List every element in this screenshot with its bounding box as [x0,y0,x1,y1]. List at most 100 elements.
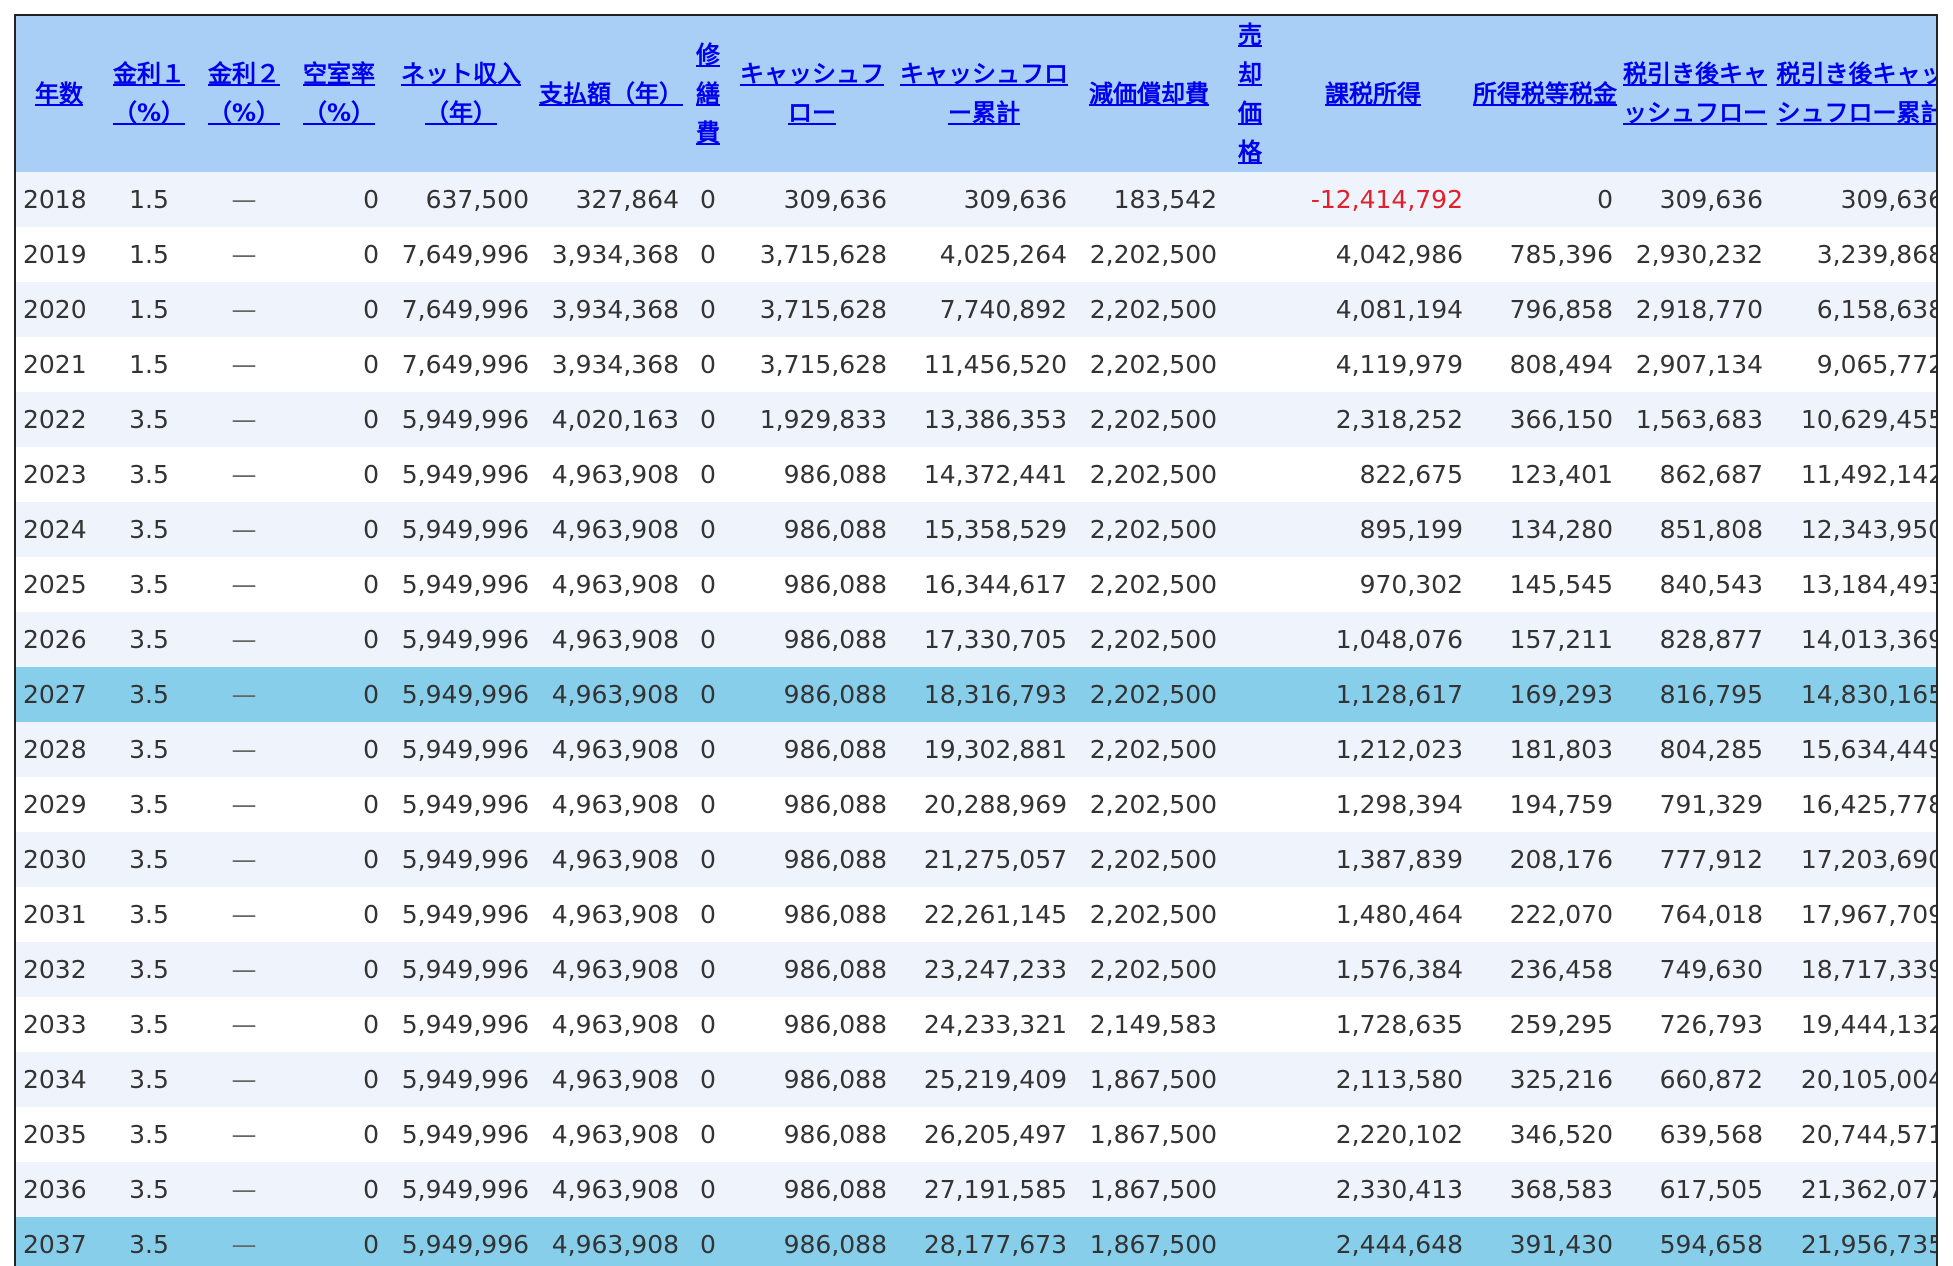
after-tax-cashflow-cell: 828,877 [1620,612,1770,667]
sort-link-taxable-income[interactable]: 課税所得 [1325,79,1421,108]
sort-link-rate1[interactable]: 金利１（%） [112,60,186,127]
sort-link-cashflow[interactable]: キャッシュフロー [740,60,884,127]
rate2-cell: — [196,227,292,282]
sort-link-after-tax-cashflow[interactable]: 税引き後キャッシュフロー [1623,60,1767,127]
after-tax-cashflow-cell: 749,630 [1620,942,1770,997]
after-tax-cashflow-cumulative-cell: 10,629,455 [1770,392,1936,447]
year-cell: 2030 [16,832,102,887]
vacancy-cell: 0 [292,1217,386,1266]
after-tax-cashflow-cumulative-cell: 16,425,778 [1770,777,1936,832]
column-header-sale-price[interactable]: 売却価格 [1224,16,1276,172]
vacancy-cell: 0 [292,1052,386,1107]
taxable-income-cell: 822,675 [1276,447,1470,502]
repair-cell: 0 [686,172,730,227]
repair-cell: 0 [686,722,730,777]
cashflow-cumulative-cell: 4,025,264 [894,227,1074,282]
column-header-cashflow-cumulative[interactable]: キャッシュフロー累計 [894,16,1074,172]
column-header-payment[interactable]: 支払額（年） [536,16,686,172]
sort-link-cashflow-cumulative[interactable]: キャッシュフロー累計 [900,60,1068,127]
year-cell: 2032 [16,942,102,997]
year-cell: 2018 [16,172,102,227]
sort-link-payment[interactable]: 支払額（年） [539,79,683,108]
income-tax-cell: 222,070 [1470,887,1620,942]
income-tax-cell: 134,280 [1470,502,1620,557]
column-header-taxable-income[interactable]: 課税所得 [1276,16,1470,172]
table-row: 2022 3.5—0 5,949,996 4,020,163 0 1,929,833 13,… [16,392,1936,447]
rate2-cell: — [196,337,292,392]
cashflow-cumulative-cell: 14,372,441 [894,447,1074,502]
depreciation-cell: 183,542 [1074,172,1224,227]
sort-link-repair[interactable]: 修繕費 [696,40,720,147]
column-header-rate1[interactable]: 金利１（%） [102,16,196,172]
sort-link-sale-price[interactable]: 売却価格 [1238,21,1262,166]
sale-price-cell [1224,667,1276,722]
taxable-income-cell: 2,444,648 [1276,1217,1470,1266]
column-header-income-tax[interactable]: 所得税等税金 [1470,16,1620,172]
column-header-net-income[interactable]: ネット収入（年） [386,16,536,172]
repair-cell: 0 [686,337,730,392]
after-tax-cashflow-cumulative-cell: 12,343,950 [1770,502,1936,557]
income-tax-cell: 325,216 [1470,1052,1620,1107]
payment-cell: 4,963,908 [536,502,686,557]
repair-cell: 0 [686,887,730,942]
rate2-cell: — [196,777,292,832]
taxable-income-cell: 895,199 [1276,502,1470,557]
rate1-cell: 3.5 [102,832,196,887]
after-tax-cashflow-cell: 309,636 [1620,172,1770,227]
depreciation-cell: 2,202,500 [1074,282,1224,337]
repair-cell: 0 [686,1217,730,1266]
rate1-cell: 3.5 [102,612,196,667]
rate2-cell: — [196,557,292,612]
after-tax-cashflow-cumulative-cell: 6,158,638 [1770,282,1936,337]
column-header-cashflow[interactable]: キャッシュフロー [730,16,894,172]
sort-link-vacancy[interactable]: 空室率（%） [302,60,376,127]
cashflow-cumulative-cell: 21,275,057 [894,832,1074,887]
net-income-cell: 5,949,996 [386,667,536,722]
income-tax-cell: 346,520 [1470,1107,1620,1162]
sort-link-income-tax[interactable]: 所得税等税金 [1473,79,1617,108]
repair-cell: 0 [686,1107,730,1162]
after-tax-cashflow-cumulative-cell: 3,239,868 [1770,227,1936,282]
after-tax-cashflow-cumulative-cell: 21,362,077 [1770,1162,1936,1217]
rate1-cell: 1.5 [102,227,196,282]
taxable-income-cell: 4,042,986 [1276,227,1470,282]
payment-cell: 4,963,908 [536,557,686,612]
sort-link-year[interactable]: 年数 [35,79,83,108]
sale-price-cell [1224,447,1276,502]
depreciation-cell: 1,867,500 [1074,1162,1224,1217]
taxable-income-cell: 2,220,102 [1276,1107,1470,1162]
year-cell: 2027 [16,667,102,722]
after-tax-cashflow-cell: 660,872 [1620,1052,1770,1107]
rate2-cell: — [196,942,292,997]
depreciation-cell: 2,202,500 [1074,337,1224,392]
taxable-income-cell: 2,330,413 [1276,1162,1470,1217]
rate1-cell: 3.5 [102,392,196,447]
column-header-vacancy[interactable]: 空室率（%） [292,16,386,172]
year-cell: 2028 [16,722,102,777]
sort-link-net-income[interactable]: ネット収入（年） [401,60,521,127]
vacancy-cell: 0 [292,942,386,997]
cashflow-cumulative-cell: 309,636 [894,172,1074,227]
column-header-depreciation[interactable]: 減価償却費 [1074,16,1224,172]
column-header-after-tax-cashflow-cumulative[interactable]: 税引き後キャッシュフロー累計 [1770,16,1938,172]
rate2-cell: — [196,612,292,667]
repair-cell: 0 [686,557,730,612]
year-cell: 2026 [16,612,102,667]
table-row: 2036 3.5—0 5,949,996 4,963,908 0 986,088 27,19… [16,1162,1936,1217]
rate2-cell: — [196,1162,292,1217]
net-income-cell: 5,949,996 [386,942,536,997]
taxable-income-cell: -12,414,792 [1276,172,1470,227]
cashflow-cumulative-cell: 7,740,892 [894,282,1074,337]
sort-link-depreciation[interactable]: 減価償却費 [1089,79,1209,108]
cashflow-cell: 986,088 [730,667,894,722]
column-header-year[interactable]: 年数 [16,16,102,172]
rate2-cell: — [196,722,292,777]
sort-link-after-tax-cashflow-cumulative[interactable]: 税引き後キャッシュフロー累計 [1776,60,1938,127]
sort-link-rate2[interactable]: 金利２（%） [207,60,281,127]
column-header-rate2[interactable]: 金利２（%） [196,16,292,172]
rate2-cell: — [196,887,292,942]
depreciation-cell: 2,149,583 [1074,997,1224,1052]
column-header-repair[interactable]: 修繕費 [686,16,730,172]
column-header-after-tax-cashflow[interactable]: 税引き後キャッシュフロー [1620,16,1770,172]
rate2-cell: — [196,502,292,557]
